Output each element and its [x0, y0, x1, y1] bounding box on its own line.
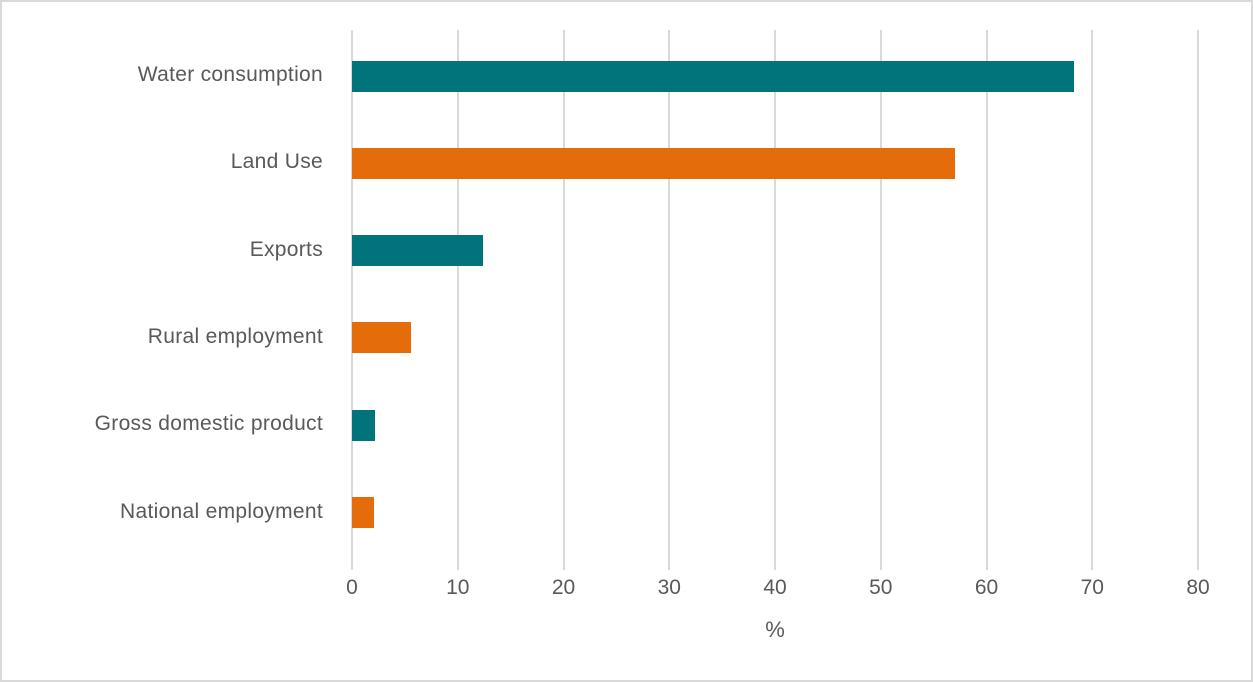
x-tick-label: 20	[551, 576, 576, 599]
bar	[352, 497, 375, 528]
gridline	[879, 30, 882, 570]
gridline	[774, 30, 776, 570]
gridline	[562, 30, 565, 570]
category-label: Rural employment	[147, 324, 323, 348]
x-tick-label: 0	[346, 576, 358, 599]
x-axis-label: %	[765, 617, 785, 642]
gridline	[351, 30, 353, 570]
x-tick-label: 10	[446, 576, 470, 599]
gridline	[456, 30, 459, 570]
bar	[352, 409, 376, 441]
category-label: Exports	[249, 237, 323, 261]
bar	[352, 60, 1075, 92]
x-tick-label: 60	[974, 576, 999, 599]
bar	[352, 322, 412, 354]
x-tick-label: 40	[763, 576, 787, 599]
x-tick-label: 80	[1186, 576, 1210, 599]
gridline	[1091, 30, 1094, 570]
x-tick-label: 50	[869, 576, 893, 599]
gridline	[668, 30, 671, 570]
category-label: Gross domestic product	[94, 412, 323, 436]
bar	[352, 147, 955, 179]
category-label: National employment	[120, 499, 323, 523]
gridline	[985, 30, 988, 570]
category-label: Land Use	[230, 150, 323, 174]
gridline	[1197, 30, 1199, 570]
category-label: Water consumption	[137, 63, 323, 86]
bar	[352, 235, 484, 267]
plot-area	[351, 30, 1199, 570]
x-tick-label: 30	[657, 576, 681, 599]
x-tick-label: 70	[1080, 576, 1104, 599]
